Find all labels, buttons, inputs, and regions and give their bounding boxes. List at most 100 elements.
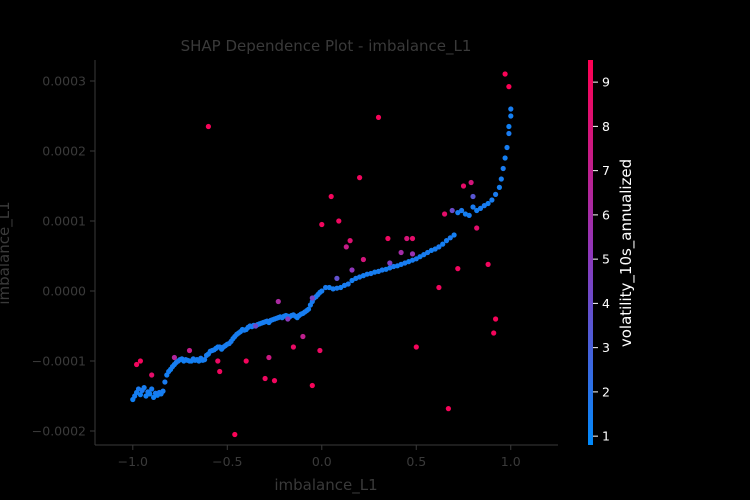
x-tick-label: 0.5 — [406, 454, 426, 469]
scatter-point — [360, 256, 366, 263]
scatter-point — [491, 330, 497, 336]
colorbar-tick-label: 4 — [602, 296, 610, 311]
scatter-point — [134, 361, 140, 368]
scatter-point — [349, 277, 355, 284]
scatter-point — [309, 382, 315, 389]
scatter-point — [474, 207, 480, 214]
x-tick-label: −1.0 — [118, 454, 148, 469]
scatter-point — [149, 372, 155, 378]
scatter-point — [357, 175, 363, 181]
scatter-point — [232, 431, 238, 438]
scatter-point — [493, 316, 499, 322]
scatter-point — [443, 238, 450, 244]
scatter-point — [489, 197, 495, 203]
scatter-point — [309, 295, 315, 301]
scatter-point — [506, 123, 512, 130]
scatter-point — [470, 193, 476, 200]
scatter-point — [162, 379, 168, 385]
colorbar-tick-label: 6 — [602, 207, 610, 222]
y-tick-label: 0.0003 — [42, 74, 86, 89]
scatter-point — [215, 358, 221, 364]
scatter-point — [151, 394, 157, 400]
scatter-point — [262, 375, 268, 382]
x-tick-label: −0.5 — [212, 454, 242, 469]
scatter-point — [451, 232, 457, 238]
scatter-point — [343, 244, 349, 250]
scatter-points — [130, 71, 514, 438]
scatter-point — [323, 284, 329, 291]
scatter-point — [160, 388, 166, 394]
scatter-point — [171, 354, 177, 361]
scatter-point — [290, 344, 296, 350]
x-tick-label: 0.0 — [312, 454, 332, 469]
scatter-point — [253, 323, 259, 329]
scatter-point — [474, 225, 480, 231]
scatter-point — [455, 210, 461, 216]
y-axis-ticks: −0.0002 −0.0001 0.0000 0.0001 0.0002 0.0003 — [32, 74, 95, 439]
colorbar-tick-label: 5 — [602, 252, 610, 267]
scatter-point — [338, 284, 344, 291]
x-tick-label: 1.0 — [501, 454, 521, 469]
scatter-point — [496, 184, 502, 190]
scatter-point — [147, 391, 153, 397]
scatter-point — [334, 275, 340, 281]
scatter-point — [317, 347, 323, 354]
scatter-point — [466, 212, 472, 218]
scatter-point — [485, 200, 491, 207]
scatter-point — [425, 249, 431, 256]
scatter-point — [387, 260, 393, 266]
scatter-point — [143, 393, 149, 399]
y-tick-label: −0.0002 — [32, 424, 86, 439]
scatter-point — [137, 358, 143, 364]
colorbar-tick-label: 1 — [602, 429, 610, 444]
scatter-point — [459, 207, 465, 214]
scatter-point — [398, 249, 404, 256]
scatter-point — [502, 71, 508, 77]
colorbar-tick-label: 2 — [602, 384, 610, 399]
scatter-point — [300, 333, 306, 340]
scatter-point — [202, 357, 208, 363]
scatter-point — [506, 130, 512, 137]
y-tick-label: 0.0002 — [42, 144, 86, 159]
scatter-point — [508, 113, 514, 119]
scatter-point — [508, 106, 514, 112]
scatter-point — [409, 235, 416, 242]
scatter-point — [447, 235, 453, 241]
scatter-point — [404, 235, 410, 242]
scatter-point — [347, 238, 353, 244]
scatter-point — [345, 281, 351, 287]
scatter-point — [275, 298, 281, 305]
scatter-point — [243, 358, 249, 364]
scatter-point — [470, 204, 476, 210]
scatter-point — [436, 244, 442, 250]
scatter-point — [328, 193, 334, 200]
scatter-point — [271, 378, 278, 384]
scatter-point — [481, 203, 487, 209]
scatter-point — [375, 114, 382, 120]
scatter-point — [455, 266, 461, 272]
scatter-point — [498, 176, 504, 182]
scatter-point — [149, 386, 155, 392]
scatter-point — [449, 207, 455, 214]
scatter-point — [417, 254, 423, 260]
scatter-point — [217, 368, 223, 375]
scatter-point — [504, 144, 510, 151]
scatter-point — [500, 165, 506, 172]
scatter-point — [266, 354, 272, 361]
y-tick-label: −0.0001 — [32, 354, 86, 369]
scatter-point — [460, 183, 467, 189]
x-axis-label: imbalance_L1 — [274, 476, 377, 495]
scatter-point — [319, 288, 325, 294]
scatter-point — [137, 392, 143, 398]
scatter-point — [440, 241, 446, 247]
chart-title: SHAP Dependence Plot - imbalance_L1 — [181, 37, 472, 56]
y-tick-label: 0.0001 — [42, 214, 86, 229]
scatter-point — [421, 252, 427, 258]
scatter-point — [502, 155, 508, 161]
scatter-point — [468, 179, 474, 186]
colorbar — [588, 60, 593, 445]
scatter-point — [305, 306, 312, 312]
scatter-point — [205, 123, 211, 130]
scatter-point — [442, 211, 448, 217]
y-tick-label: 0.0000 — [42, 284, 86, 299]
